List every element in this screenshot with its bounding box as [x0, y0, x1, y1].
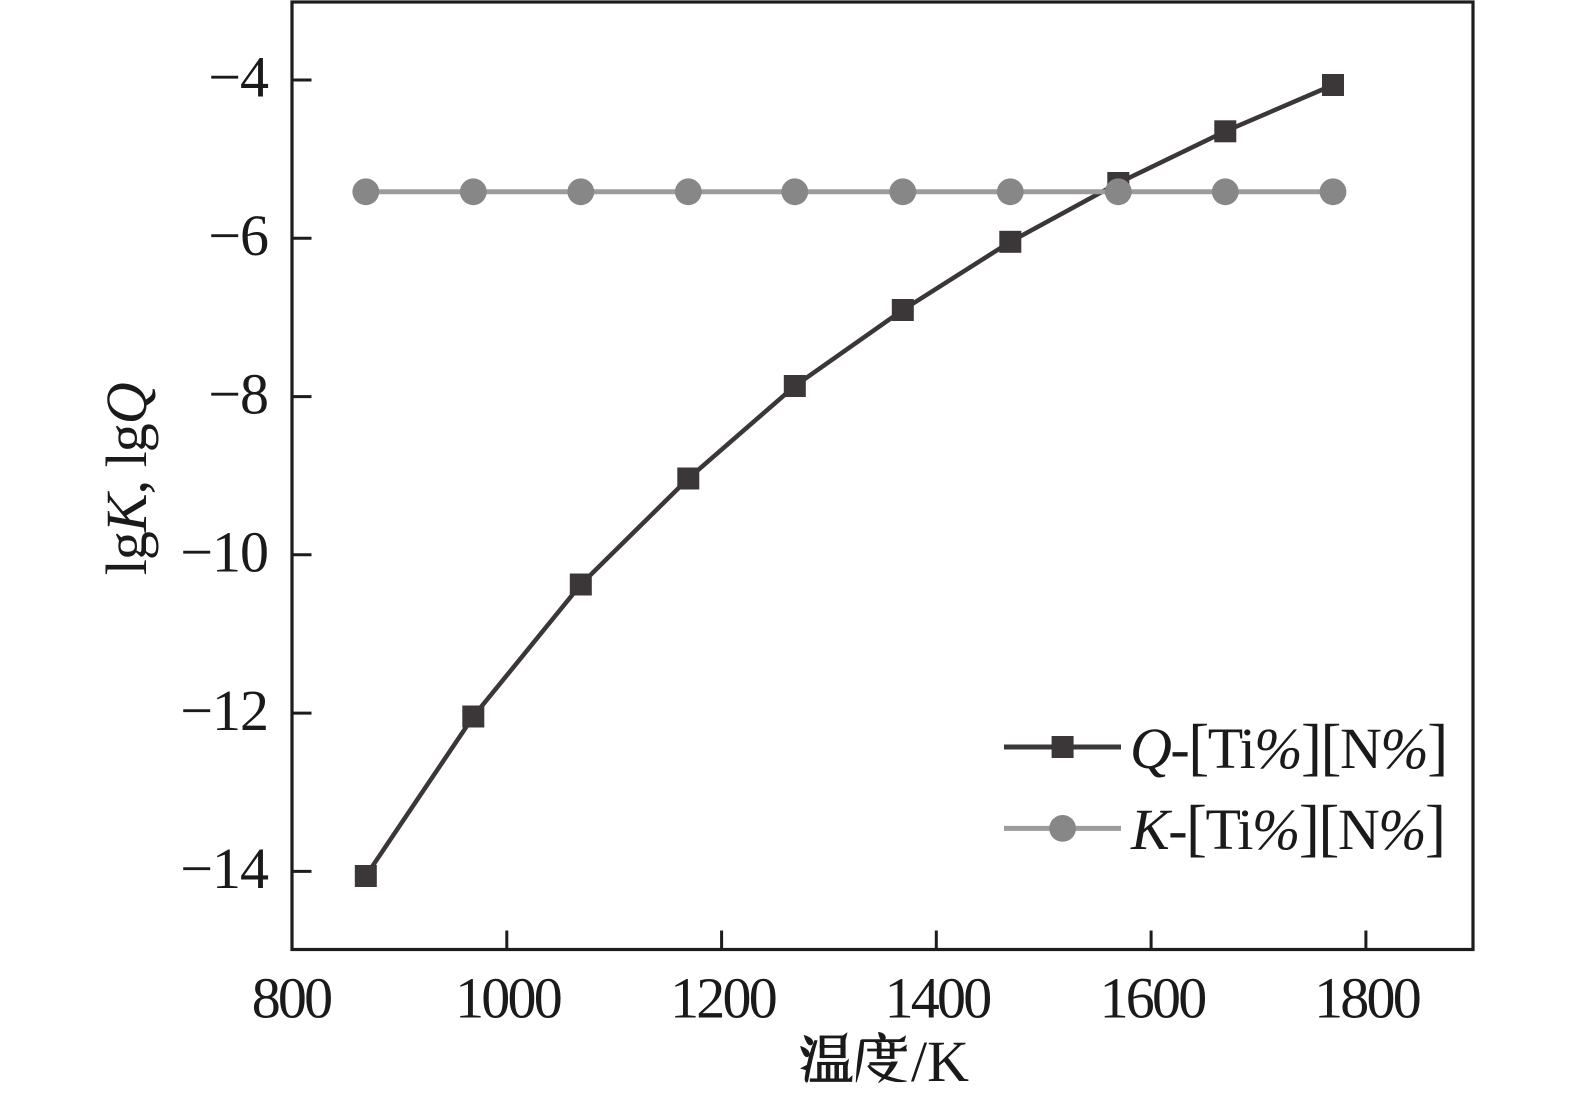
svg-text:−6: −6: [208, 203, 268, 268]
svg-text:Q-[Ti%][N%]: Q-[Ti%][N%]: [1130, 712, 1447, 782]
svg-text:/K: /K: [911, 1029, 969, 1094]
svg-text:1000: 1000: [455, 966, 561, 1031]
svg-text:K-[Ti%][N%]: K-[Ti%][N%]: [1130, 793, 1445, 863]
svg-text:−4: −4: [208, 45, 269, 110]
svg-text:1600: 1600: [1100, 966, 1206, 1031]
svg-text:1800: 1800: [1314, 966, 1420, 1031]
svg-text:1200: 1200: [670, 966, 776, 1031]
svg-text:800: 800: [252, 966, 331, 1031]
svg-text:−12: −12: [180, 678, 268, 743]
svg-text:lgK, lgQ: lgK, lgQ: [94, 383, 159, 575]
svg-text:1400: 1400: [885, 966, 991, 1031]
svg-text:−8: −8: [208, 361, 268, 426]
svg-text:−10: −10: [180, 520, 268, 585]
svg-text:−14: −14: [180, 836, 269, 901]
